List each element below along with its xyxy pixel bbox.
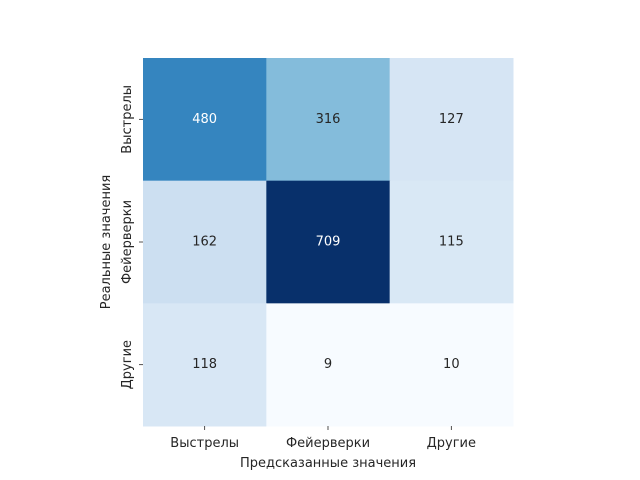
- y-tick-label-1: Фейерверки: [120, 200, 135, 284]
- cell-value-r0-c1: 316: [316, 112, 341, 127]
- heatmap-cells: [143, 58, 514, 427]
- cell-value-r1-c0: 162: [192, 235, 217, 250]
- x-tick-label-0: Выстрелы: [170, 436, 239, 451]
- heatmap-cell-r0-c0: [143, 58, 267, 182]
- cell-value-r2-c2: 10: [443, 357, 460, 372]
- cell-value-r2-c1: 9: [324, 357, 332, 372]
- x-axis-label: Предсказанные значения: [240, 456, 416, 471]
- cell-value-r0-c2: 127: [439, 112, 464, 127]
- y-tick-label-0: Выстрелы: [120, 85, 135, 154]
- heatmap-cell-labels: 480 316 127 162 709 115 118 9 10: [192, 112, 463, 372]
- x-tick-label-2: Другие: [427, 436, 476, 451]
- cell-value-r0-c0: 480: [192, 112, 217, 127]
- x-axis-ticks: Выстрелы Фейерверки Другие: [170, 426, 476, 451]
- heatmap-cell-r1-c1: [266, 180, 391, 304]
- heatmap-cell-r2-c2: [389, 303, 514, 427]
- cell-value-r1-c2: 115: [439, 235, 464, 250]
- heatmap-cell-r2-c1: [266, 303, 391, 427]
- x-tick-label-1: Фейерверки: [286, 436, 370, 451]
- y-tick-label-2: Другие: [120, 340, 135, 389]
- cell-value-r1-c1: 709: [316, 235, 341, 250]
- y-axis-label: Реальные значения: [99, 175, 114, 310]
- heatmap-cell-r1-c0: [143, 180, 267, 304]
- heatmap-cell-r2-c0: [143, 303, 267, 427]
- y-axis-ticks: Выстрелы Фейерверки Другие: [120, 85, 143, 389]
- heatmap-cell-r0-c1: [266, 58, 391, 182]
- heatmap-cell-r0-c2: [389, 58, 514, 182]
- heatmap-cell-r1-c2: [389, 180, 514, 304]
- cell-value-r2-c0: 118: [192, 357, 217, 372]
